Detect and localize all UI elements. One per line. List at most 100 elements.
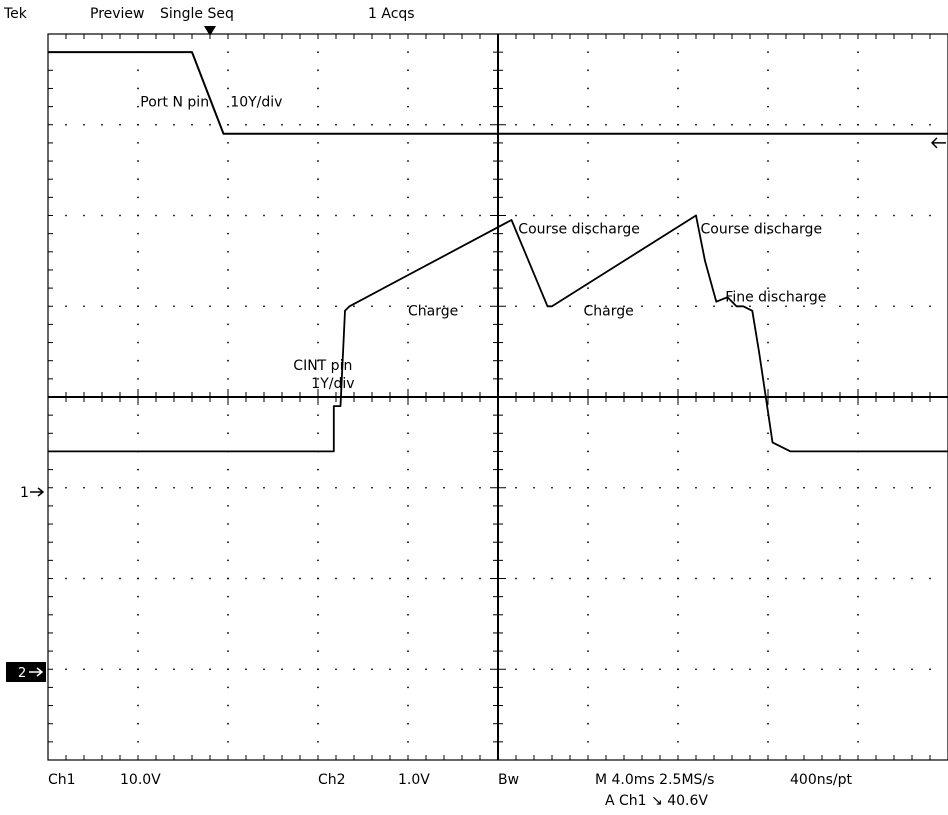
grid-dot: [191, 486, 193, 489]
grid-dot: [857, 269, 859, 271]
grid-dot: [587, 486, 589, 489]
grid-dot: [407, 595, 409, 598]
grid-dot: [767, 559, 769, 562]
grid-dot: [821, 214, 823, 217]
grid-dot: [911, 214, 913, 217]
grid-dot: [587, 232, 589, 235]
grid-dot: [227, 559, 229, 562]
grid-dot: [785, 486, 787, 489]
grid-dot: [929, 305, 931, 308]
grid-dot: [407, 486, 409, 489]
grid-dot: [227, 359, 229, 362]
grid-dot: [443, 214, 445, 217]
grid-dot: [407, 523, 409, 525]
grid-dot: [695, 305, 697, 308]
grid-dot: [713, 214, 715, 217]
grid-dot: [227, 51, 229, 54]
grid-dot: [83, 577, 85, 580]
grid-dot: [209, 577, 211, 580]
grid-dot: [821, 577, 823, 580]
grid-dot: [479, 486, 481, 489]
grid-dot: [587, 160, 589, 162]
grid-dot: [407, 69, 409, 72]
trigger-level-icon: [930, 137, 946, 149]
grid-dot: [407, 305, 409, 308]
grid-dot: [137, 142, 139, 144]
grid-dot: [767, 51, 769, 54]
cint-pin-trace: [48, 214, 948, 453]
grid-dot: [587, 613, 589, 616]
grid-dot: [767, 305, 769, 308]
grid-dot: [893, 486, 895, 489]
grid-dot: [137, 686, 139, 689]
grid-dot: [659, 123, 661, 126]
grid-dot: [767, 196, 769, 199]
grid-dot: [155, 214, 157, 217]
grid-dot: [677, 577, 679, 580]
grid-dot: [65, 577, 67, 580]
grid-dot: [911, 577, 913, 580]
grid-dot: [767, 523, 769, 525]
grid-dot: [245, 305, 247, 308]
grid-dot: [407, 160, 409, 162]
grid-dot: [317, 105, 319, 108]
grid-dot: [101, 486, 103, 489]
grid-dot: [605, 577, 607, 580]
grid-dot: [677, 559, 679, 562]
grid-dot: [335, 123, 337, 126]
grid-dot: [461, 577, 463, 580]
grid-dot: [317, 632, 319, 634]
grid-dot: [407, 613, 409, 616]
grid-dot: [191, 214, 193, 217]
grid-dot: [137, 214, 139, 217]
grid-dot: [389, 123, 391, 126]
grid-dot: [155, 668, 157, 671]
grid-dot: [461, 668, 463, 671]
grid-dot: [263, 486, 265, 489]
grid-dot: [677, 613, 679, 616]
grid-dot: [587, 450, 589, 453]
trace-annotation: 1Y/div: [311, 376, 354, 392]
grid-dot: [83, 305, 85, 308]
grid-dot: [137, 414, 139, 417]
grid-dot: [227, 650, 229, 652]
grid-dot: [479, 577, 481, 580]
arrow-right-icon: [29, 667, 44, 677]
grid-dot: [857, 178, 859, 181]
grid-dot: [245, 123, 247, 126]
grid-dot: [227, 740, 229, 743]
grid-dot: [443, 123, 445, 126]
waveform-annotations: Port N pin 10Y/div Course discharge Course …: [140, 95, 826, 392]
grid-dot: [227, 287, 229, 289]
grid-dot: [137, 323, 139, 326]
grid-dot: [767, 160, 769, 162]
ch2-label: Ch2: [318, 772, 346, 788]
grid-dot: [677, 305, 679, 308]
grid-dot: [317, 51, 319, 54]
grid-dot: [893, 577, 895, 580]
grid-dot: [857, 69, 859, 72]
grid-dot: [839, 577, 841, 580]
grid-dot: [641, 668, 643, 671]
graticule: [47, 33, 948, 761]
grid-dot: [137, 704, 139, 707]
grid-dot: [857, 650, 859, 652]
grid-dot: [407, 287, 409, 289]
grid-dot: [587, 341, 589, 344]
grid-dot: [209, 486, 211, 489]
grid-dot: [515, 305, 517, 308]
grid-dot: [227, 505, 229, 507]
grid-dot: [767, 269, 769, 271]
grid-dot: [677, 341, 679, 344]
grid-dot: [857, 414, 859, 417]
trigger-position-icon: [204, 26, 216, 36]
grid-dot: [317, 287, 319, 289]
grid-dot: [767, 722, 769, 725]
grid-dot: [443, 668, 445, 671]
grid-dot: [407, 704, 409, 707]
grid-dot: [65, 305, 67, 308]
brand-label: Tek: [3, 6, 28, 22]
grid-dot: [677, 505, 679, 507]
grid-dot: [227, 432, 229, 435]
grid-dot: [137, 69, 139, 72]
